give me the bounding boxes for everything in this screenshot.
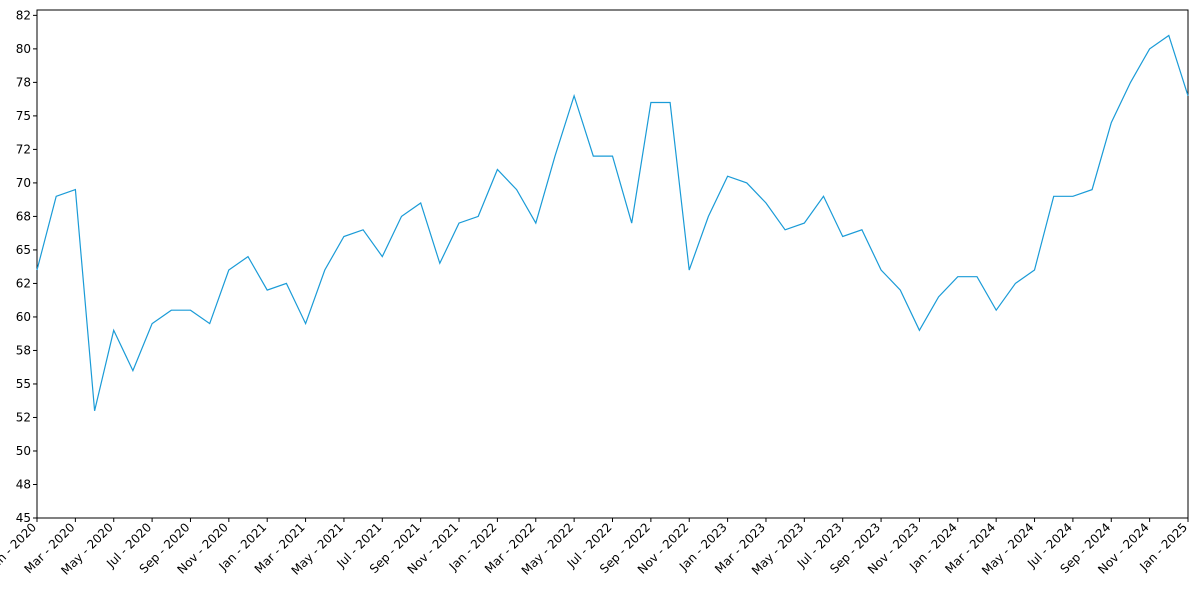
- y-tick-label: 62: [16, 276, 31, 290]
- y-tick-label: 45: [16, 511, 31, 525]
- y-tick-label: 72: [16, 142, 31, 156]
- y-tick-label: 78: [16, 75, 31, 89]
- line-series: [36, 34, 1189, 411]
- y-tick-label: 80: [16, 42, 31, 56]
- y-tick-label: 52: [16, 410, 31, 424]
- y-tick-label: 58: [16, 343, 31, 357]
- y-tick-label: 82: [16, 8, 31, 22]
- y-tick-label: 50: [16, 444, 31, 458]
- y-tick-label: 60: [16, 310, 31, 324]
- y-tick-label: 68: [16, 209, 31, 223]
- y-tick-label: 65: [16, 243, 31, 257]
- y-tick-label: 55: [16, 377, 31, 391]
- y-tick-label: 75: [16, 109, 31, 123]
- plot-frame: [36, 9, 1189, 519]
- y-tick-label: 48: [16, 477, 31, 491]
- y-tick-label: 70: [16, 176, 31, 190]
